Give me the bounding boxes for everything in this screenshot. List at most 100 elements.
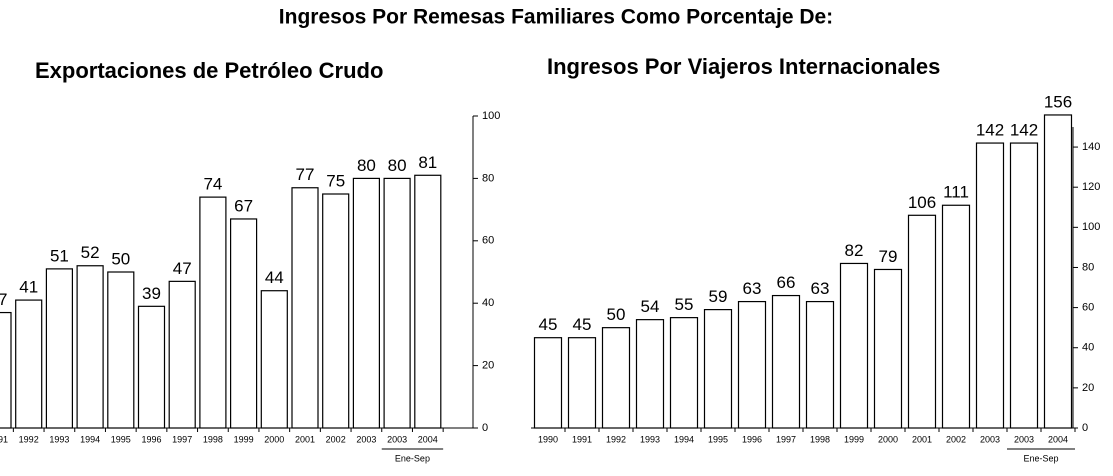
x-tick-label: 2003 [387,434,407,444]
x-tick-label: 2000 [264,434,284,444]
bar [1043,114,1073,429]
x-tick-label: 1991 [0,434,8,444]
value-label: 77 [296,165,315,184]
bar [322,193,350,429]
bar [873,268,903,429]
x-tick-label: 2001 [295,434,315,444]
bar [15,299,43,429]
value-label: 44 [265,268,284,287]
value-label: 79 [879,247,898,266]
main-title: Ingresos Por Remesas Familiares Como Por… [279,6,833,29]
x-tick-label: 1997 [776,434,796,444]
x-tick-label: 2001 [912,434,932,444]
bar [907,214,937,429]
y-tick-label: 0 [482,422,488,434]
y-tick-label: 20 [482,360,494,372]
bar [941,204,971,429]
bar [45,268,74,429]
x-tick-label: 1999 [844,434,864,444]
value-label: 47 [173,259,192,278]
x-tick-label: 1998 [810,434,830,444]
value-label: 50 [111,249,130,268]
bar [703,309,733,429]
bar [669,317,699,429]
value-label: 142 [1010,121,1038,140]
bar [839,262,869,429]
bar [1009,142,1039,429]
x-tick-label: 2004 [418,434,438,444]
value-label: 55 [675,295,694,314]
x-tick-label: 1990 [538,434,558,444]
x-tick-label: 1995 [708,434,728,444]
value-label: 51 [50,246,69,265]
bar [975,142,1005,429]
value-label: 106 [908,193,936,212]
value-label: 82 [845,241,864,260]
value-label: 45 [539,315,558,334]
x-tick-label: 1991 [572,434,592,444]
x-tick-label: 2002 [946,434,966,444]
bar [230,218,258,429]
x-tick-label: 1993 [49,434,69,444]
y-tick-label: 140 [1082,141,1100,153]
x-tick-label: 1997 [172,434,192,444]
x-tick-label: 1993 [640,434,660,444]
y-tick-label: 80 [482,172,494,184]
x-tick-label: 2000 [878,434,898,444]
y-tick-label: 0 [1082,422,1088,434]
chart-title: Ingresos Por Viajeros Internacionales [547,54,940,79]
value-label: 142 [976,121,1004,140]
bar [383,177,411,429]
x-tick-label: 1996 [742,434,762,444]
value-label: 63 [743,279,762,298]
value-label: 63 [811,279,830,298]
bar [199,196,227,429]
bar [0,311,12,429]
annotation: Ene-Sep [1023,453,1058,463]
bar [352,177,380,429]
bar [805,300,835,429]
x-tick-label: 1998 [203,434,223,444]
bar [533,337,563,429]
bar [107,271,135,429]
annotation: Ene-Sep [395,453,430,463]
y-tick-label: 60 [482,235,494,247]
bar [737,300,767,429]
x-tick-label: 2002 [326,434,346,444]
y-tick-label: 80 [1082,261,1094,273]
x-tick-label: 1999 [234,434,254,444]
y-tick-label: 60 [1082,302,1094,314]
value-label: 80 [357,156,376,175]
value-label: 39 [142,284,161,303]
x-tick-label: 1992 [606,434,626,444]
x-tick-label: 1995 [111,434,131,444]
value-label: 41 [19,278,38,297]
x-tick-label: 1996 [141,434,161,444]
bar [76,265,104,429]
bar [291,187,319,429]
y-tick-label: 100 [1082,221,1100,233]
bar [168,280,196,429]
value-label: 50 [607,305,626,324]
x-tick-label: 2003 [980,434,1000,444]
x-tick-label: 1994 [674,434,694,444]
value-label: 156 [1044,92,1072,111]
value-label: 52 [81,243,100,262]
value-label: 37 [0,290,7,309]
value-label: 54 [641,297,660,316]
value-label: 80 [388,156,407,175]
value-label: 81 [418,153,437,172]
bar [635,319,665,429]
x-tick-label: 2003 [1014,434,1034,444]
bar [260,290,288,429]
bar [137,305,166,429]
bar [567,337,597,429]
y-tick-label: 20 [1082,382,1094,394]
y-tick-label: 40 [482,297,494,309]
value-label: 59 [709,287,728,306]
value-label: 75 [326,171,345,190]
x-tick-label: 1994 [80,434,100,444]
bar [414,174,442,429]
value-label: 67 [234,196,253,215]
